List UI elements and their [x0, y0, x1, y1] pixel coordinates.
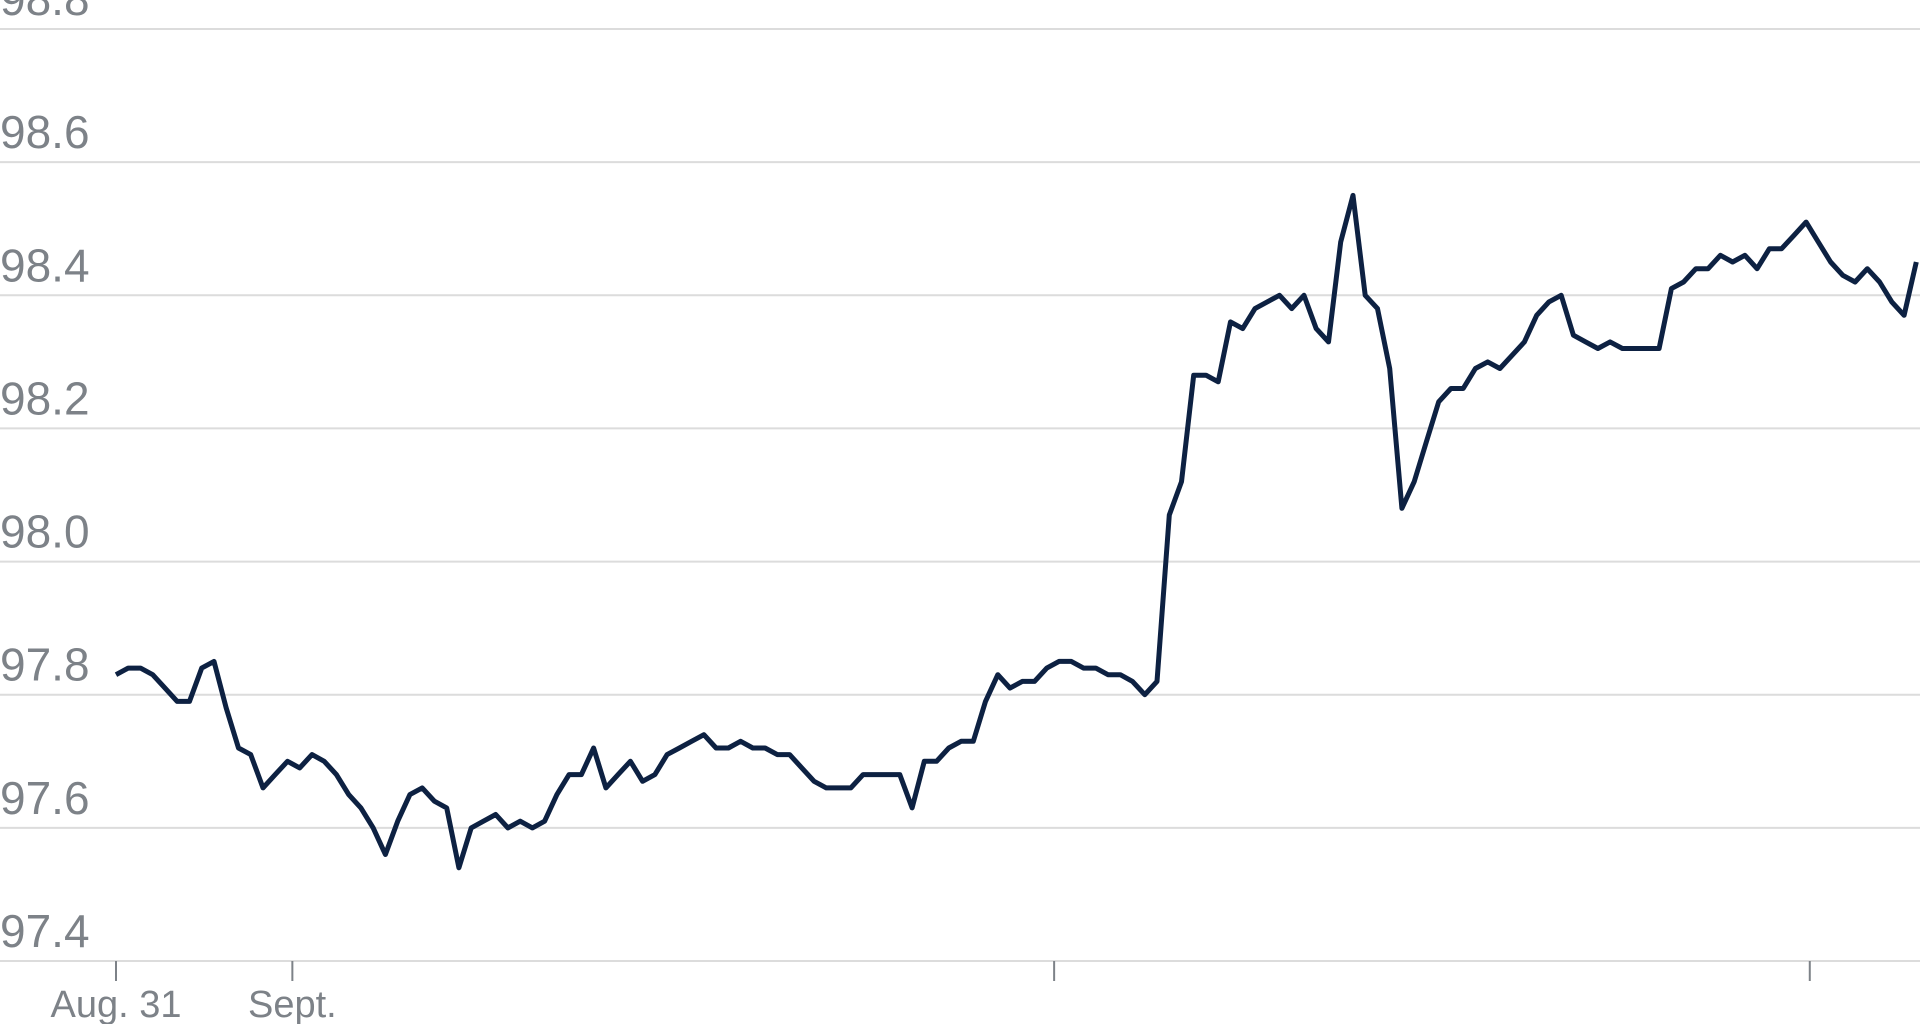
y-tick-label: 97.4 [0, 905, 90, 957]
x-tick-label: Aug. 31 [51, 984, 182, 1024]
x-tick-label: Sept. [248, 984, 337, 1024]
y-tick-label: 98.0 [0, 506, 90, 558]
y-tick-label: 97.8 [0, 639, 90, 691]
y-tick-label: 97.6 [0, 772, 90, 824]
y-tick-label: 98.2 [0, 372, 90, 424]
y-tick-label: 98.6 [0, 106, 90, 158]
y-tick-label: 98.8 [0, 0, 90, 25]
y-tick-label: 98.4 [0, 239, 90, 291]
data-line [114, 192, 1919, 871]
